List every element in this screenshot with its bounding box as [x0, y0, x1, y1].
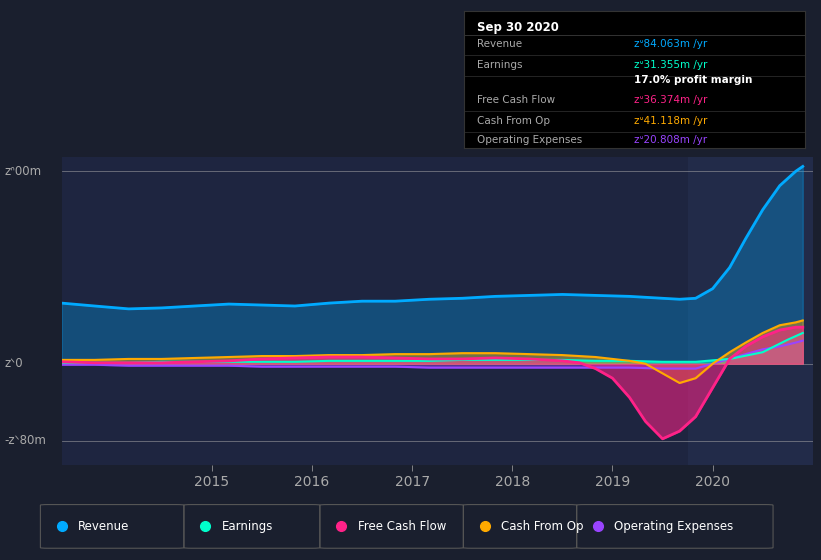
Text: zᐡ36.374m /yr: zᐡ36.374m /yr	[635, 95, 708, 105]
Text: zᐡ41.118m /yr: zᐡ41.118m /yr	[635, 116, 708, 126]
Text: Sep 30 2020: Sep 30 2020	[478, 21, 559, 34]
Text: Operating Expenses: Operating Expenses	[478, 135, 583, 145]
Text: Earnings: Earnings	[222, 520, 273, 533]
Bar	[688, 157, 813, 465]
Text: zᐡ31.355m /yr: zᐡ31.355m /yr	[635, 60, 708, 69]
Text: Revenue: Revenue	[78, 520, 130, 533]
Text: zᐠ0: zᐠ0	[4, 357, 23, 370]
Text: zᐡ20.808m /yr: zᐡ20.808m /yr	[635, 135, 708, 145]
Text: -zᐠ80m: -zᐠ80m	[4, 434, 46, 447]
Text: zᐡ84.063m /yr: zᐡ84.063m /yr	[635, 39, 708, 49]
Text: Free Cash Flow: Free Cash Flow	[358, 520, 446, 533]
Text: Cash From Op: Cash From Op	[478, 116, 551, 126]
Text: Earnings: Earnings	[478, 60, 523, 69]
Text: Operating Expenses: Operating Expenses	[614, 520, 734, 533]
Text: 17.0% profit margin: 17.0% profit margin	[635, 75, 753, 85]
Text: Revenue: Revenue	[478, 39, 523, 49]
Text: Free Cash Flow: Free Cash Flow	[478, 95, 556, 105]
Text: zᐢ00m: zᐢ00m	[4, 165, 41, 178]
Text: Cash From Op: Cash From Op	[501, 520, 584, 533]
